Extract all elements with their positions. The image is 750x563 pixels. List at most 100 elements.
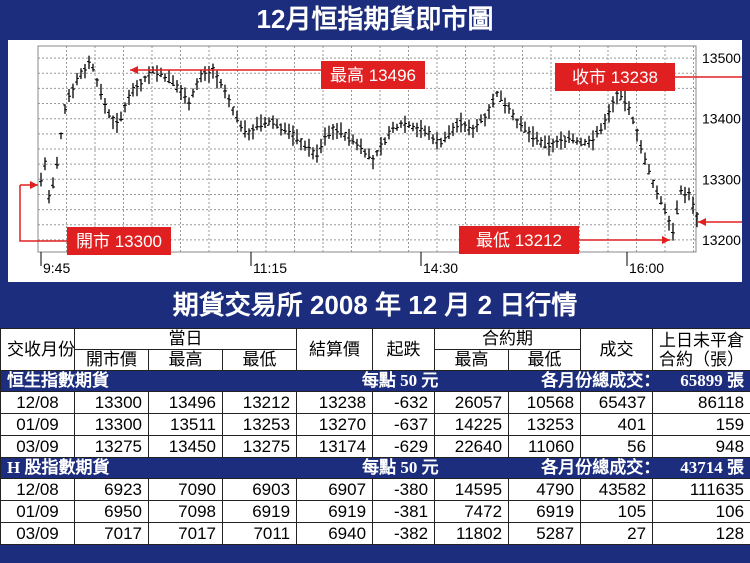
header-low: 最低	[221, 349, 298, 371]
table-cell: 6907	[296, 478, 374, 501]
y-tick-label: 13400	[702, 111, 741, 127]
x-tick-label: 14:30	[423, 260, 458, 276]
intraday-chart: 13200 13300 13400 13500 9:45 11:15 14:30 16:00…	[19, 45, 742, 276]
table-cell: -382	[372, 522, 436, 545]
header-change: 起跌	[372, 328, 436, 371]
table-cell: -629	[372, 435, 436, 458]
table-cell: 13253	[508, 413, 582, 436]
table-cell: 13511	[148, 413, 223, 436]
header-settle: 結算價	[296, 328, 374, 371]
table-cell: 13275	[74, 435, 149, 458]
table-cell: 6919	[221, 500, 298, 523]
table-row: 01/09 13300 13511 13253 13270 -637 14225 13253 4…	[0, 413, 750, 436]
table-cell: 27	[580, 522, 654, 545]
table-cell: 11060	[508, 435, 582, 458]
table-cell: 5287	[508, 522, 582, 545]
cell-month: 03/09	[0, 435, 75, 458]
header-open: 開市價	[74, 349, 149, 371]
table-row: 12/08 13300 13496 13212 13238 -632 26057 10568 6…	[0, 391, 750, 414]
annotation-high-arrow-arrowhead	[130, 66, 138, 74]
section-volume: 各月份總成交： 43714 張	[541, 458, 745, 478]
section-volume-label: 各月份總成交：	[541, 458, 661, 478]
table-cell: 86118	[652, 391, 750, 414]
table-cell: 6919	[508, 500, 582, 523]
annotation-close-label: 收市 13238	[572, 68, 658, 87]
table-cell: 13450	[148, 435, 223, 458]
y-tick-label: 13500	[702, 50, 741, 66]
header-day-group: 當日	[73, 328, 298, 350]
annotation-open-line	[19, 185, 67, 242]
header-month: 交收月份	[0, 328, 75, 371]
table-cell: -632	[372, 391, 436, 414]
table-cell: 13300	[74, 391, 149, 414]
table-cell: -637	[372, 413, 436, 436]
table-cell: 401	[580, 413, 654, 436]
header-high: 最高	[148, 349, 223, 371]
section-header-row: 恒生指數期貨 每點 50 元 各月份總成交： 65899 張	[0, 370, 750, 392]
cell-month: 12/08	[0, 391, 75, 414]
section-name: 恒生指數期貨	[7, 371, 109, 391]
cell-month: 12/08	[0, 478, 75, 501]
table-row: 03/09 7017 7017 7011 6940 -382 11802 5287 27 128	[0, 522, 750, 545]
table-cell: -381	[372, 500, 436, 523]
y-tick-label: 13200	[702, 232, 741, 248]
plot-frame	[37, 45, 697, 253]
annotation-high-label: 最高 13496	[330, 66, 416, 85]
table-cell: 7098	[148, 500, 223, 523]
header-contract-low: 最低	[508, 349, 582, 371]
table-cell: 65437	[580, 391, 654, 414]
x-tick-label: 16:00	[629, 260, 664, 276]
x-tick-label: 9:45	[43, 260, 70, 276]
section-per-point: 每點 50 元	[362, 458, 439, 478]
table-cell: 13300	[74, 413, 149, 436]
table-cell: 159	[652, 413, 750, 436]
cell-month: 03/09	[0, 522, 75, 545]
table-cell: 948	[652, 435, 750, 458]
header-contract-high: 最高	[434, 349, 510, 371]
table-cell: 26057	[434, 391, 510, 414]
table-cell: 7472	[434, 500, 510, 523]
table-row: 01/09 6950 7098 6919 6919 -381 7472 6919 105 106	[0, 500, 750, 523]
table-cell: 13496	[148, 391, 223, 414]
table-cell: 7090	[148, 478, 223, 501]
cell-month: 01/09	[0, 500, 75, 523]
section-volume-total: 43714 張	[680, 458, 745, 478]
table-cell: 22640	[434, 435, 510, 458]
table-cell: 6919	[296, 500, 374, 523]
section-per-point: 每點 50 元	[361, 371, 439, 391]
table-row: 12/08 6923 7090 6903 6907 -380 14595 4790 43582 1…	[0, 478, 750, 501]
table-cell: 105	[580, 500, 654, 523]
annotation-open-box	[67, 227, 171, 255]
section-volume-label: 各月份總成交：	[541, 371, 661, 391]
header-contract-group: 合約期	[434, 328, 582, 350]
section-volume-total: 65899 張	[680, 371, 745, 391]
table-cell: 7017	[148, 522, 223, 545]
section-volume: 各月份總成交： 65899 張	[541, 371, 745, 391]
futures-table: 交收月份 當日 結算價 起跌 合約期 成交 上日未平倉合約（張） 開市價 最高 …	[0, 328, 750, 545]
table-cell: 56	[580, 435, 654, 458]
y-tick-label: 13300	[702, 171, 741, 187]
table-cell: 13212	[221, 391, 298, 414]
table-cell: 13174	[296, 435, 374, 458]
header-volume: 成交	[580, 328, 654, 371]
annotation-open-label: 開市 13300	[76, 232, 162, 251]
table-cell: 7011	[221, 522, 298, 545]
header-oi: 上日未平倉合約（張）	[652, 328, 750, 371]
table-cell: 11802	[434, 522, 510, 545]
annotation-low-box	[459, 226, 579, 254]
annotation-high-box	[321, 61, 425, 89]
chart-title: 12月恒指期貨即市圖	[0, 0, 750, 38]
x-tick-label: 11:15	[253, 260, 287, 276]
section-header-cell: H 股指數期貨 每點 50 元 各月份總成交： 43714 張	[0, 457, 750, 479]
annotation-low-arrow-arrowhead	[662, 236, 670, 244]
table-cell: 4790	[508, 478, 582, 501]
section-header-row: H 股指數期貨 每點 50 元 各月份總成交： 43714 張	[0, 457, 750, 479]
table-cell: 128	[652, 522, 750, 545]
table-cell: 13275	[221, 435, 298, 458]
section-name: H 股指數期貨	[7, 458, 110, 478]
table-cell: -380	[372, 478, 436, 501]
cell-month: 01/09	[0, 413, 75, 436]
annotation-low-label: 最低 13212	[476, 231, 562, 250]
table-cell: 111635	[652, 478, 750, 501]
table-cell: 106	[652, 500, 750, 523]
